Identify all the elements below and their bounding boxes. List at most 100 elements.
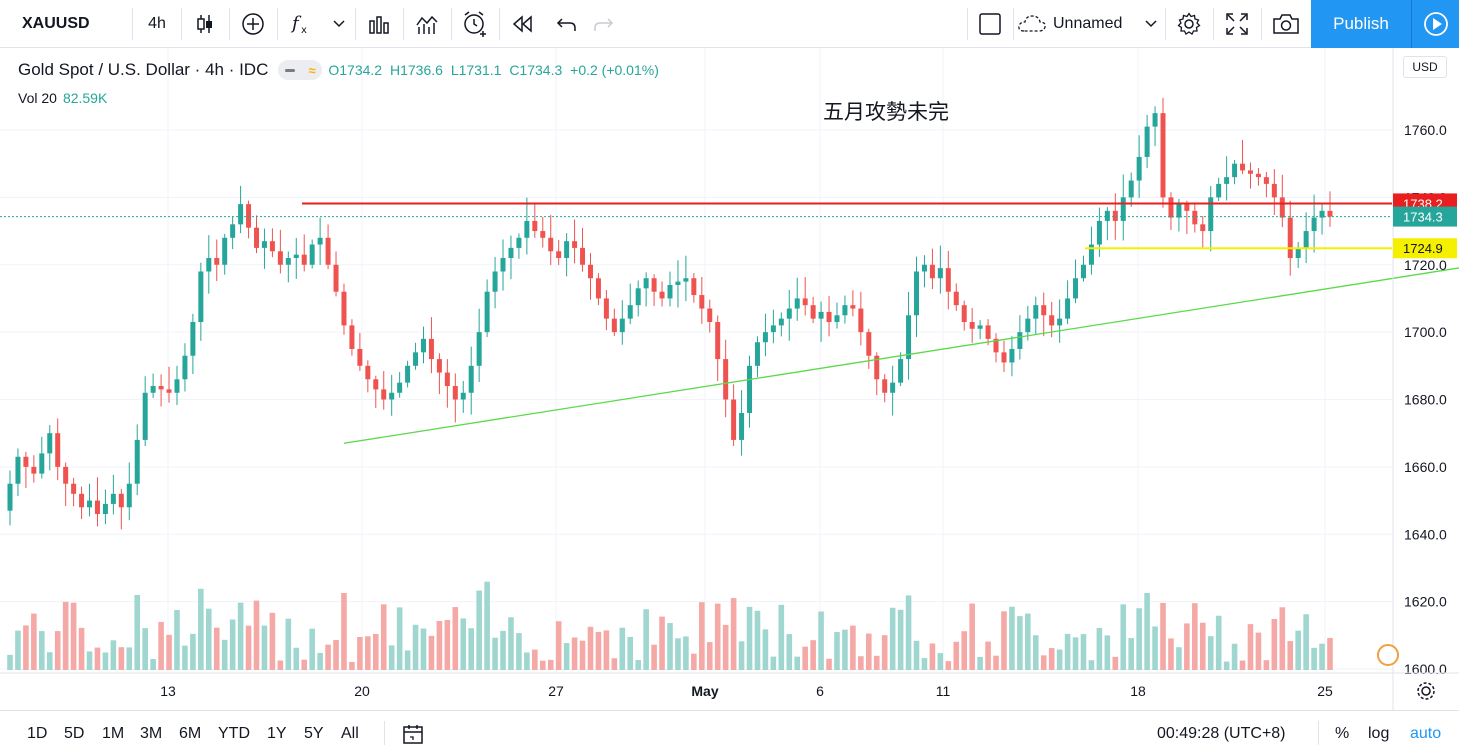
candle-body xyxy=(1152,113,1158,127)
auto-toggle[interactable]: auto xyxy=(1410,724,1442,742)
currency-label[interactable]: USD xyxy=(1403,56,1447,78)
chart-type-button[interactable] xyxy=(183,0,227,47)
chart-style-button[interactable] xyxy=(405,0,449,47)
indicators-dropdown[interactable] xyxy=(325,0,353,47)
candle-body xyxy=(564,241,570,259)
volume-bar xyxy=(993,655,999,670)
candle-body xyxy=(786,308,792,319)
range-5y[interactable]: 5Y xyxy=(304,724,324,742)
volume-bar xyxy=(818,611,824,670)
volume-bar xyxy=(627,636,634,670)
volume-bar xyxy=(134,594,141,670)
candle-body xyxy=(1112,210,1118,221)
candle-body xyxy=(381,389,387,400)
publish-options-button[interactable] xyxy=(1412,0,1459,48)
timezone-clock[interactable]: 00:49:28 (UTC+8) xyxy=(1157,724,1286,742)
settings-button[interactable] xyxy=(1167,0,1211,47)
volume-bar xyxy=(1160,602,1166,670)
volume-bar xyxy=(1064,633,1071,670)
chart-pane[interactable]: 1760.01740.01720.01700.01680.01660.01640… xyxy=(0,48,1459,710)
object-tree-icon[interactable] xyxy=(1377,644,1399,666)
chart-text-annotation[interactable]: 五月攻勢未完 xyxy=(823,100,949,124)
candle-body xyxy=(1136,156,1142,181)
range-1d[interactable]: 1D xyxy=(27,724,48,742)
volume-bar xyxy=(929,643,936,670)
volume-bar xyxy=(905,595,912,670)
templates-button[interactable] xyxy=(357,0,401,47)
range-5d[interactable]: 5D xyxy=(64,724,85,742)
range-3m[interactable]: 3M xyxy=(140,724,163,742)
symbol-label: XAUUSD xyxy=(22,14,90,32)
volume-bar xyxy=(770,656,777,670)
volume-bar xyxy=(778,604,785,670)
fullscreen-toggle-button[interactable] xyxy=(969,0,1011,47)
volume-bar xyxy=(7,654,13,670)
candle-body xyxy=(428,338,434,360)
axis-settings-icon[interactable] xyxy=(1417,682,1435,700)
candle-body xyxy=(595,278,601,299)
volume-bar xyxy=(1184,623,1190,670)
candle-body xyxy=(874,355,880,380)
volume-bar xyxy=(333,639,339,670)
undo-button[interactable] xyxy=(549,0,585,47)
redo-button[interactable] xyxy=(585,0,621,47)
range-1m[interactable]: 1M xyxy=(102,724,125,742)
volume-bar xyxy=(484,581,490,670)
candle-body xyxy=(826,311,832,323)
range-1y[interactable]: 1Y xyxy=(267,724,287,742)
volume-bar xyxy=(182,645,188,670)
volume-bar xyxy=(730,598,737,670)
minus-icon xyxy=(285,68,296,72)
approx-icon: ≈ xyxy=(308,62,316,78)
candle-body xyxy=(1295,247,1301,259)
publish-button[interactable]: Publish xyxy=(1311,0,1411,48)
candle-body xyxy=(1319,210,1325,218)
snapshot-button[interactable] xyxy=(1263,0,1309,47)
alert-button[interactable] xyxy=(453,0,497,47)
candle-body xyxy=(23,456,29,467)
price-chart[interactable]: 1760.01740.01720.01700.01680.01660.01640… xyxy=(0,48,1459,710)
candle-body xyxy=(1224,177,1230,184)
volume-bar xyxy=(62,601,69,670)
volume-bar xyxy=(921,658,928,670)
volume-bar xyxy=(595,631,602,670)
volume-bar xyxy=(889,607,896,670)
compare-button[interactable] xyxy=(231,0,275,47)
candle-body xyxy=(1208,197,1214,232)
range-all[interactable]: All xyxy=(341,724,359,742)
layout-name-button[interactable]: Unnamed xyxy=(1017,0,1137,47)
candle-body xyxy=(1120,197,1126,221)
time-tick-label: 27 xyxy=(548,683,564,699)
volume-bar xyxy=(70,602,77,670)
symbol-search-button[interactable]: XAUUSD xyxy=(8,0,128,47)
candle-body xyxy=(548,237,554,252)
candle-body xyxy=(7,483,13,511)
legend-options-pill[interactable]: ≈ xyxy=(278,60,323,80)
candle-body xyxy=(206,258,212,272)
volume-bar xyxy=(691,653,697,670)
volume-bar xyxy=(746,606,753,670)
interval-button[interactable]: 4h xyxy=(134,0,180,47)
volume-bar xyxy=(699,602,705,670)
candle-body xyxy=(540,231,546,238)
percent-toggle[interactable]: % xyxy=(1335,724,1350,742)
range-6m[interactable]: 6M xyxy=(179,724,202,742)
layout-dropdown[interactable] xyxy=(1139,0,1163,47)
volume-bar xyxy=(1295,630,1301,670)
volume-bar xyxy=(1009,606,1015,670)
time-tick-label: 25 xyxy=(1317,683,1333,699)
volume-bar xyxy=(380,604,387,670)
replay-button[interactable] xyxy=(501,0,545,47)
candle-body xyxy=(1168,197,1174,218)
fullscreen-button[interactable] xyxy=(1215,0,1259,47)
log-toggle[interactable]: log xyxy=(1368,724,1390,742)
rising-support-trendline[interactable] xyxy=(343,234,1459,444)
candle-body xyxy=(1144,126,1150,157)
volume-bar xyxy=(1048,648,1055,670)
go-to-date-button[interactable] xyxy=(402,711,424,755)
candle-body xyxy=(142,392,148,440)
range-ytd[interactable]: YTD xyxy=(218,724,250,742)
candle-body xyxy=(762,332,768,343)
volume-bar xyxy=(881,635,888,670)
